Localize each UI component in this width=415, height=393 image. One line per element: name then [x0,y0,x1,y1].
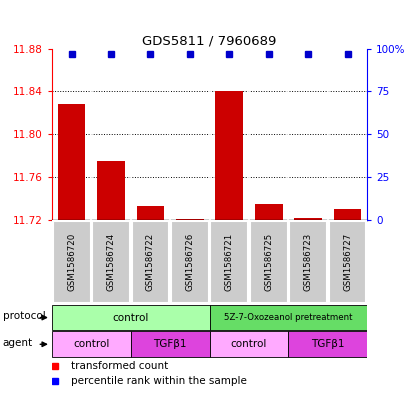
Bar [97,161,125,220]
Title: GDS5811 / 7960689: GDS5811 / 7960689 [142,35,277,48]
Bar [210,220,248,303]
Bar [215,92,243,220]
Text: transformed count: transformed count [71,361,168,371]
Text: control: control [112,312,149,323]
Bar [289,220,327,303]
Bar [53,220,90,303]
Bar [255,204,283,220]
Text: GSM1586727: GSM1586727 [343,233,352,291]
Bar [171,220,209,303]
Text: TGFβ1: TGFβ1 [154,339,187,349]
Bar [52,331,131,357]
Text: GSM1586723: GSM1586723 [304,233,312,291]
Text: GSM1586721: GSM1586721 [225,233,234,291]
Text: GSM1586725: GSM1586725 [264,233,273,291]
Text: GSM1586726: GSM1586726 [186,233,194,291]
Bar [132,220,169,303]
Bar [92,220,130,303]
Text: agent: agent [2,338,33,348]
Bar [294,218,322,220]
Bar [210,331,288,357]
Bar [52,305,210,331]
Bar [288,331,367,357]
Text: GSM1586722: GSM1586722 [146,233,155,291]
Text: protocol: protocol [2,311,45,321]
Text: GSM1586724: GSM1586724 [107,233,115,291]
Bar [334,209,361,220]
Text: GSM1586720: GSM1586720 [67,233,76,291]
Bar [176,219,204,220]
Text: control: control [73,339,110,349]
Bar [137,206,164,220]
Text: 5Z-7-Oxozeanol pretreatment: 5Z-7-Oxozeanol pretreatment [224,313,353,322]
Bar [58,104,85,220]
Bar [250,220,288,303]
Bar [210,305,367,331]
Bar [329,220,366,303]
Text: control: control [231,339,267,349]
Text: percentile rank within the sample: percentile rank within the sample [71,376,247,386]
Text: TGFβ1: TGFβ1 [311,339,344,349]
Bar [131,331,210,357]
